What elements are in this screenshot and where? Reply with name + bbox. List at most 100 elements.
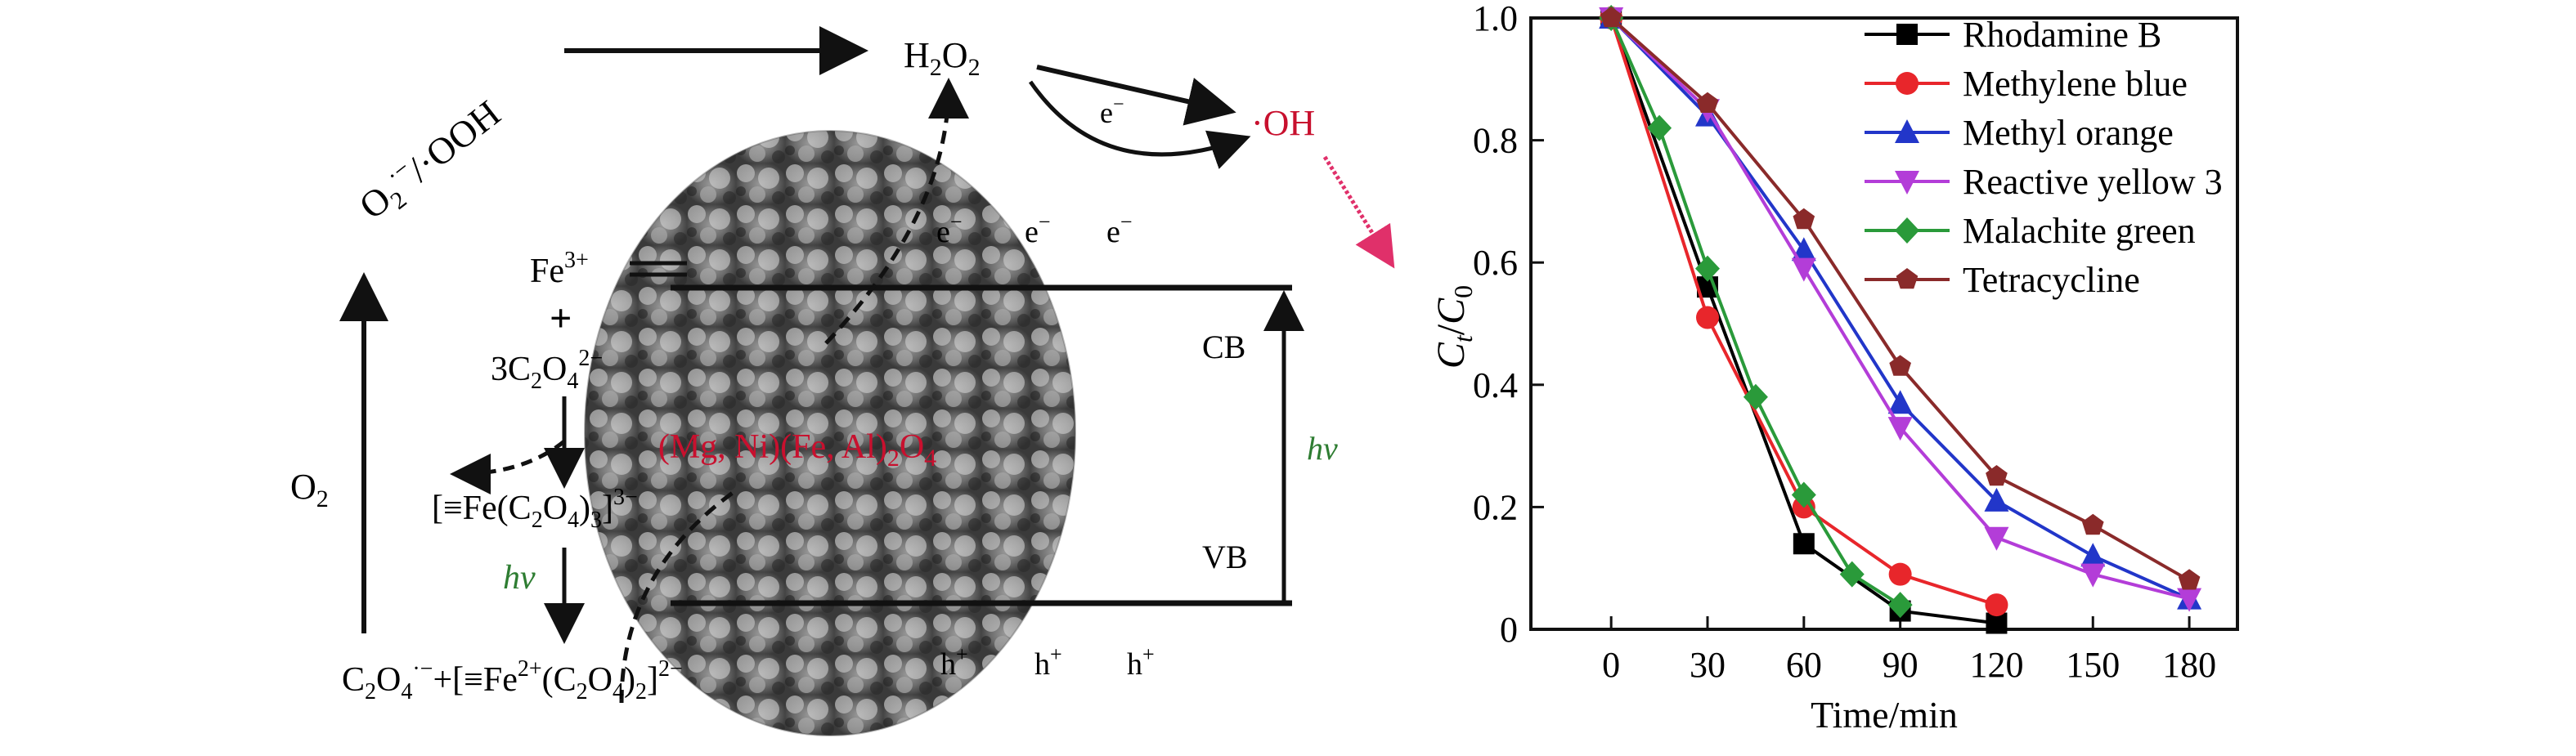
series-line [1609, 16, 2190, 601]
sem-particle-image [585, 131, 1075, 736]
data-point [1793, 208, 1815, 230]
data-point [1895, 171, 1919, 195]
y-axis-label: Ct/C0 [1429, 285, 1478, 369]
electron-transfer-label: e− [1100, 94, 1124, 129]
series-tetracycline [1600, 7, 2201, 590]
x-tick-label: 0 [1602, 645, 1620, 685]
o2-label: O2 [290, 467, 329, 512]
series-methylene-blue [1600, 7, 2008, 617]
legend-label: Tetracycline [1963, 260, 2140, 300]
h2o2-label: H2O2 [904, 35, 981, 81]
legend-entry: Tetracycline [1865, 260, 2140, 300]
y-tick-label: 0 [1500, 610, 1518, 650]
data-point [1696, 306, 1719, 329]
x-axis-label: Time/min [1811, 694, 1958, 736]
legend-entry: Reactive yellow 3 [1865, 162, 2223, 202]
pink-arrow [1322, 155, 1395, 269]
y-tick-label: 0.2 [1473, 487, 1518, 527]
hole-1: h+ [940, 642, 968, 682]
plus-sign: + [550, 297, 572, 340]
x-tick-label: 150 [2066, 645, 2120, 685]
legend-label: Reactive yellow 3 [1963, 162, 2223, 202]
data-point [2082, 513, 2104, 535]
data-point [1839, 561, 1865, 588]
legend-label: Methyl orange [1963, 113, 2174, 153]
sem-particle-shade [584, 130, 1076, 736]
dashed-to-left-arrow [450, 440, 566, 494]
data-point [1791, 237, 1816, 262]
data-point [1896, 24, 1918, 45]
y-tick-label: 0.6 [1473, 243, 1518, 283]
data-point [2080, 563, 2106, 588]
series-rhodamine-b [1600, 7, 2008, 634]
dashed-path-to-h2o2 [824, 78, 969, 345]
x-tick-label: 30 [1690, 645, 1726, 685]
legend-label: Rhodamine B [1963, 15, 2161, 55]
data-point [1647, 114, 1672, 141]
hv-label-left: hv [503, 559, 536, 597]
legend-entry: Malachite green [1865, 211, 2196, 251]
legend-entry: Methyl orange [1865, 113, 2174, 153]
data-point [2177, 588, 2202, 612]
legend-label: Methylene blue [1963, 64, 2188, 104]
y-tick-label: 0.8 [1473, 121, 1518, 161]
legend-label: Malachite green [1963, 211, 2196, 251]
hole-2: h+ [1034, 642, 1062, 682]
data-point [1791, 481, 1816, 508]
y-tick-label: 1.0 [1473, 0, 1518, 38]
hole-3: h+ [1127, 642, 1155, 682]
dashed-path-to-vb [619, 488, 738, 704]
y-tick-label: 0.4 [1473, 365, 1518, 405]
data-point [1889, 355, 1911, 376]
data-point [1888, 562, 1912, 586]
electron-2: e− [1025, 210, 1051, 249]
data-point [1887, 592, 1913, 619]
fe3-label: Fe3+ [530, 248, 589, 290]
data-point [1600, 7, 1622, 28]
complex-label: [≡Fe(C2O4)3]3− [432, 485, 638, 533]
data-point [1695, 255, 1720, 282]
oxalate-label: 3C2O42− [491, 346, 603, 394]
x-tick-label: 180 [2162, 645, 2216, 685]
products-label: C2O4·−+[≡Fe2+(C2O4)2]2− [342, 656, 683, 705]
particle-formula: (Mg, Ni)(Fe, Al)2O4 [658, 428, 936, 472]
data-point [1986, 465, 2008, 486]
superoxide-label: O2·−/·OOH [350, 90, 511, 231]
x-tick-label: 60 [1786, 645, 1822, 685]
photocatalysis-scheme: (Mg, Ni)(Fe, Al)2O4 CB VB hv e− e− e− h+… [290, 26, 1395, 736]
x-tick-label: 90 [1883, 645, 1919, 685]
legend-entry: Rhodamine B [1865, 15, 2161, 55]
data-point [1985, 593, 2008, 617]
electron-transfer-curve [1028, 80, 1251, 169]
data-point [1743, 383, 1768, 410]
electron-1: e− [936, 210, 963, 249]
data-point [1896, 72, 1919, 95]
axis-ticks: 0 30 60 90 120 150 180 0 0.2 0.4 0.6 0.8 1.0 [1473, 0, 2216, 685]
data-point [1696, 92, 1719, 113]
electron-3: e− [1106, 210, 1133, 249]
data-point [1793, 533, 1815, 555]
cb-label: CB [1202, 329, 1245, 365]
h2o2-to-oh-arrow [1036, 65, 1236, 126]
legend: Rhodamine B Methylene blue Methyl orange Re… [1865, 15, 2223, 300]
hv-label-right: hv [1307, 430, 1338, 467]
data-point [1984, 526, 2009, 551]
data-point [1791, 257, 1816, 282]
series-layer [1599, 5, 2202, 634]
legend-entry: Methylene blue [1865, 64, 2188, 104]
plot-frame [1529, 16, 2239, 631]
vb-label: VB [1202, 539, 1248, 575]
data-point [2080, 543, 2106, 567]
data-point [1887, 417, 1913, 441]
x-tick-label: 120 [1969, 645, 2023, 685]
degradation-chart: 0 30 60 90 120 150 180 0 0.2 0.4 0.6 0.8 1.0 Rhodami… [1429, 0, 2239, 736]
data-point [1887, 390, 1913, 414]
data-point [1984, 487, 2009, 512]
data-point [2178, 569, 2201, 590]
data-point [1895, 119, 1919, 143]
data-point [1895, 217, 1919, 244]
hydroxyl-radical-label: ·OH [1251, 103, 1315, 143]
data-point [1896, 268, 1919, 289]
series-line [1609, 17, 1997, 625]
